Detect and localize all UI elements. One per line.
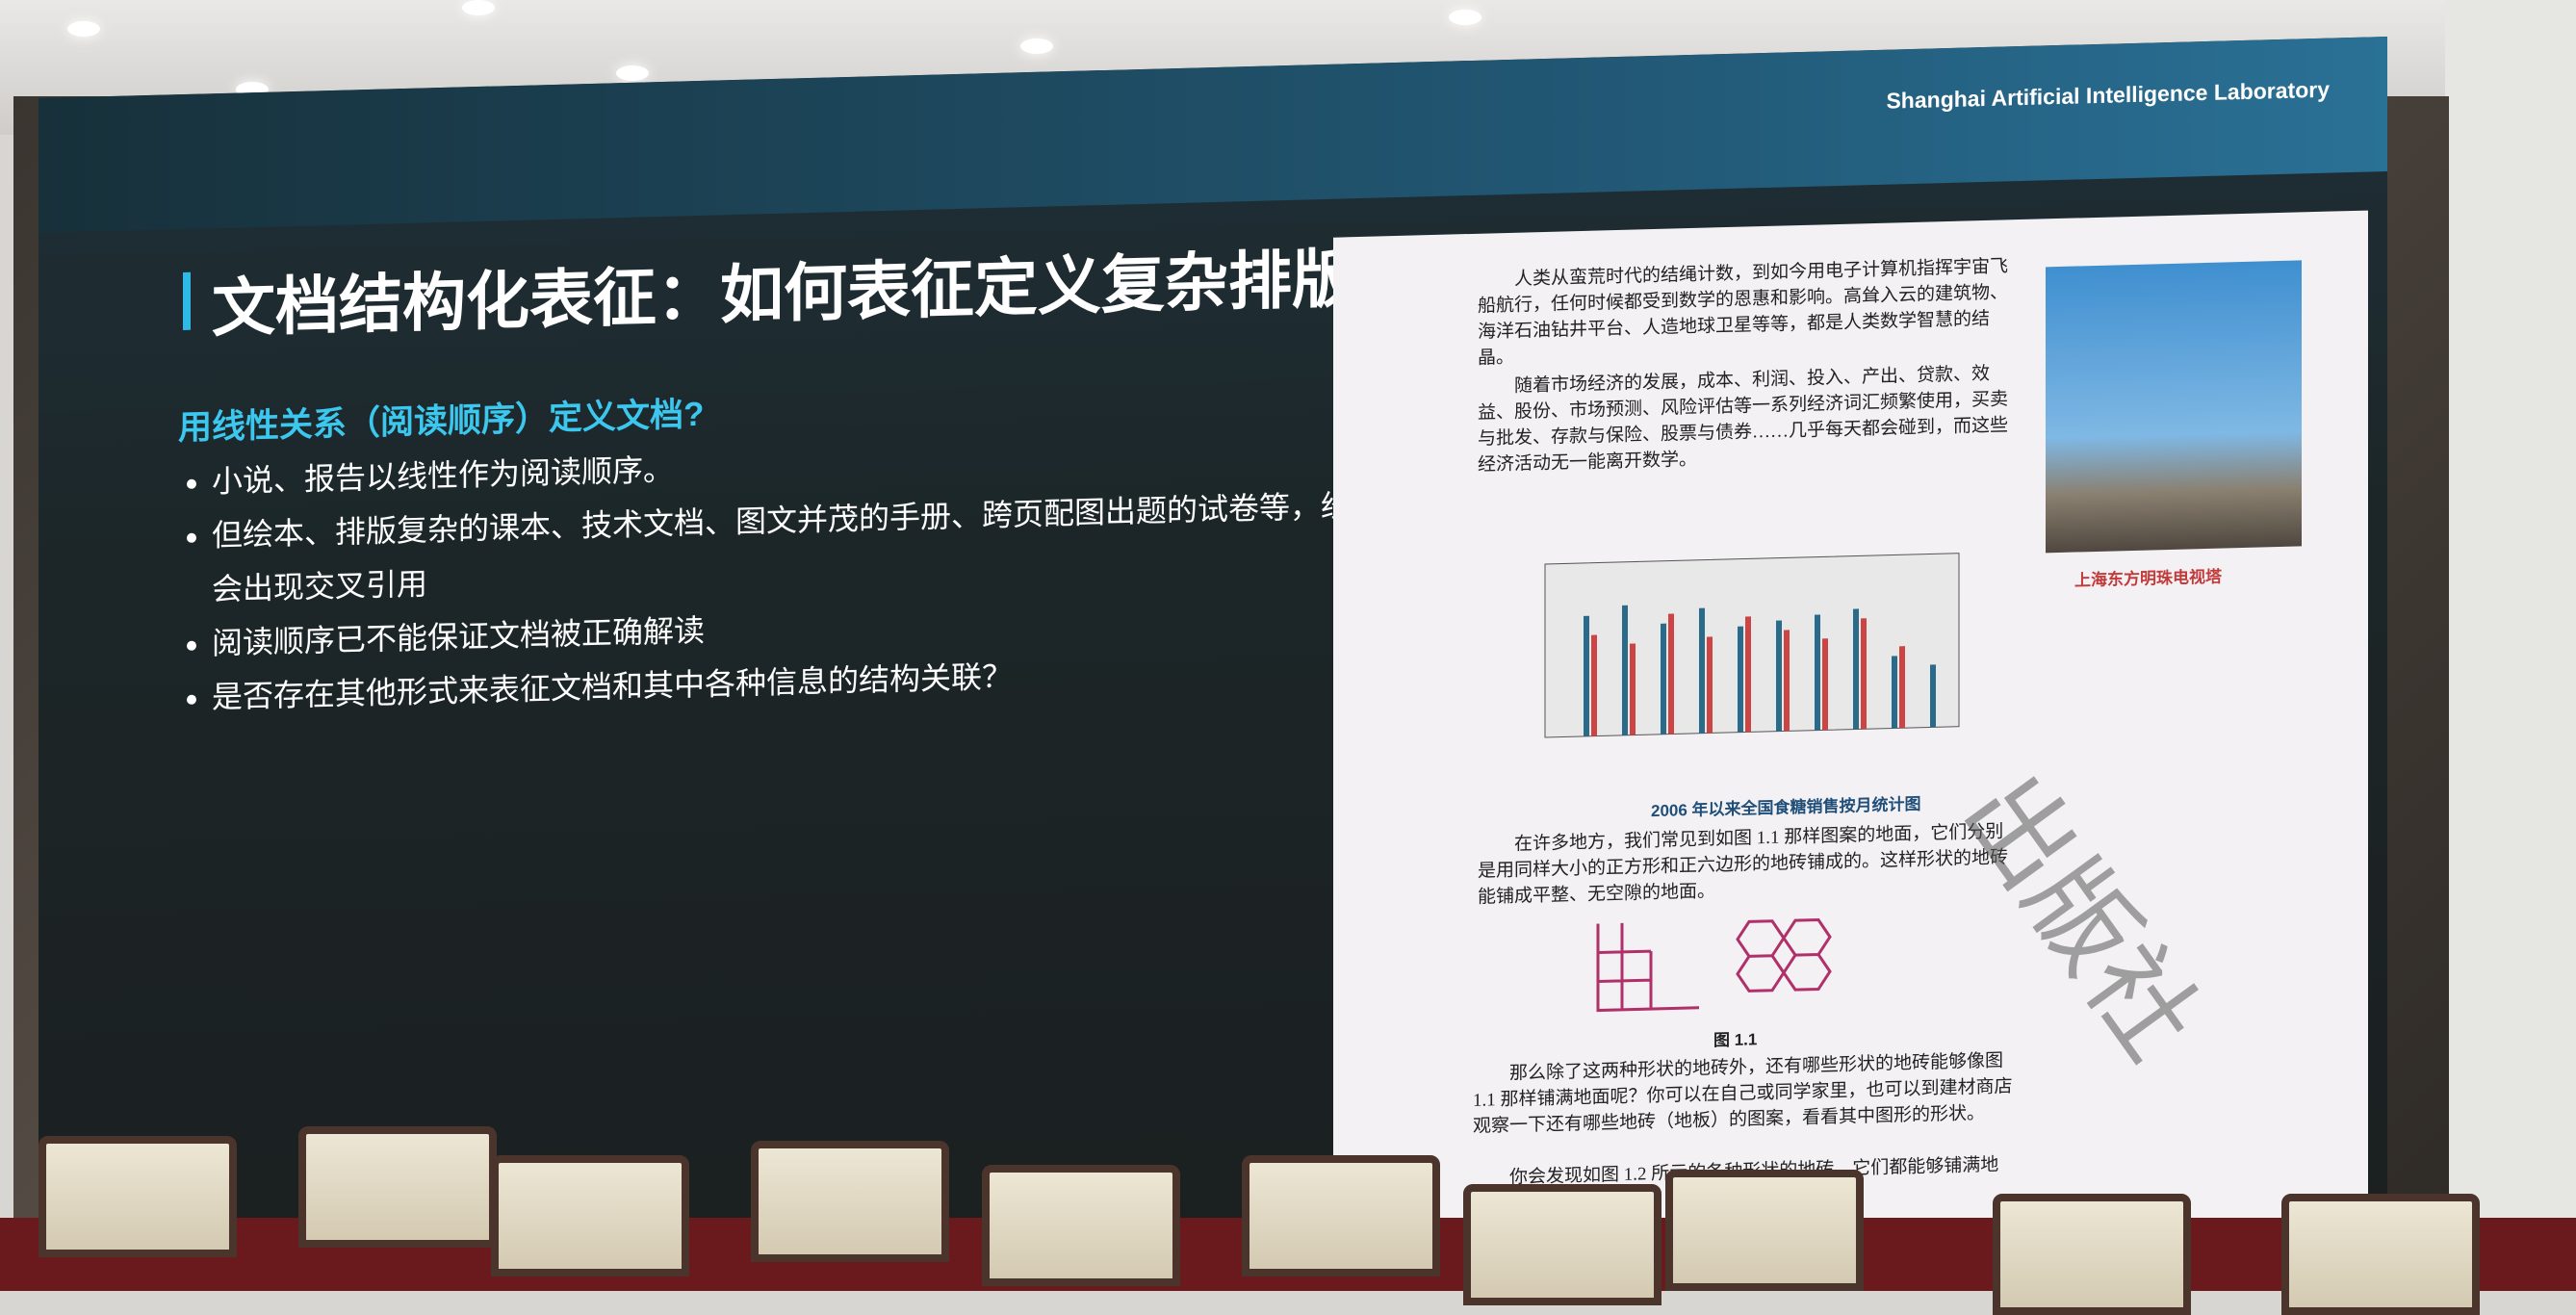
paragraph: 随着市场经济的发展，成本、利润、投入、产出、贷款、效益、股份、市场预测、风险评估…: [1478, 363, 2009, 476]
chair: [2281, 1194, 2480, 1315]
lamp: [462, 0, 495, 15]
chair: [1993, 1194, 2191, 1315]
figure-label: 图 1.1: [1713, 1030, 1758, 1050]
chair: [751, 1141, 949, 1262]
lamp: [1449, 10, 1481, 25]
lamp: [1020, 39, 1053, 54]
watermark: 出版社: [1941, 754, 2221, 1080]
chair: [1242, 1155, 1440, 1276]
lamp: [616, 65, 649, 81]
slide: Shanghai Artificial Intelligence Laborat…: [39, 37, 2387, 1282]
paragraph: 那么除了这两种形状的地砖外，还有哪些形状的地砖能够像图 1.1 那样铺满地面呢？…: [1473, 1050, 2013, 1137]
chair: [1463, 1184, 1662, 1305]
title-bar: [183, 271, 191, 331]
paragraph: 在许多地方，我们常见到如图 1.1 那样图案的地面，它们分别是用同样大小的正方形…: [1478, 821, 2009, 908]
chair: [1665, 1170, 1864, 1291]
document-page: 人类从蛮荒时代的结绳计数，到如今用电子计算机指挥宇宙飞船航行，任何时候都受到数学…: [1333, 210, 2368, 1258]
section-heading: 用线性关系（阅读顺序）定义文档?: [178, 395, 705, 448]
bullet-list: 小说、报告以线性作为阅读顺序。 但绘本、排版复杂的课本、技术文档、图文并茂的手册…: [173, 424, 1396, 725]
chair: [982, 1165, 1180, 1286]
chart-caption: 2006 年以来全国食糖销售按月统计图: [1651, 794, 1921, 821]
wall: [2445, 0, 2576, 1291]
chair: [39, 1136, 237, 1257]
paragraph: 人类从蛮荒时代的结绳计数，到如今用电子计算机指挥宇宙飞船航行，任何时候都受到数学…: [1478, 256, 2009, 369]
tile-figure: [1596, 918, 1832, 1013]
photo: [2046, 260, 2302, 554]
chair: [491, 1155, 689, 1276]
photo-caption: 上海东方明珠电视塔: [2074, 567, 2222, 590]
chart-image: [1544, 553, 1960, 738]
chair: [298, 1126, 497, 1248]
lamp: [67, 21, 100, 37]
chart-bars: [1584, 605, 1936, 736]
